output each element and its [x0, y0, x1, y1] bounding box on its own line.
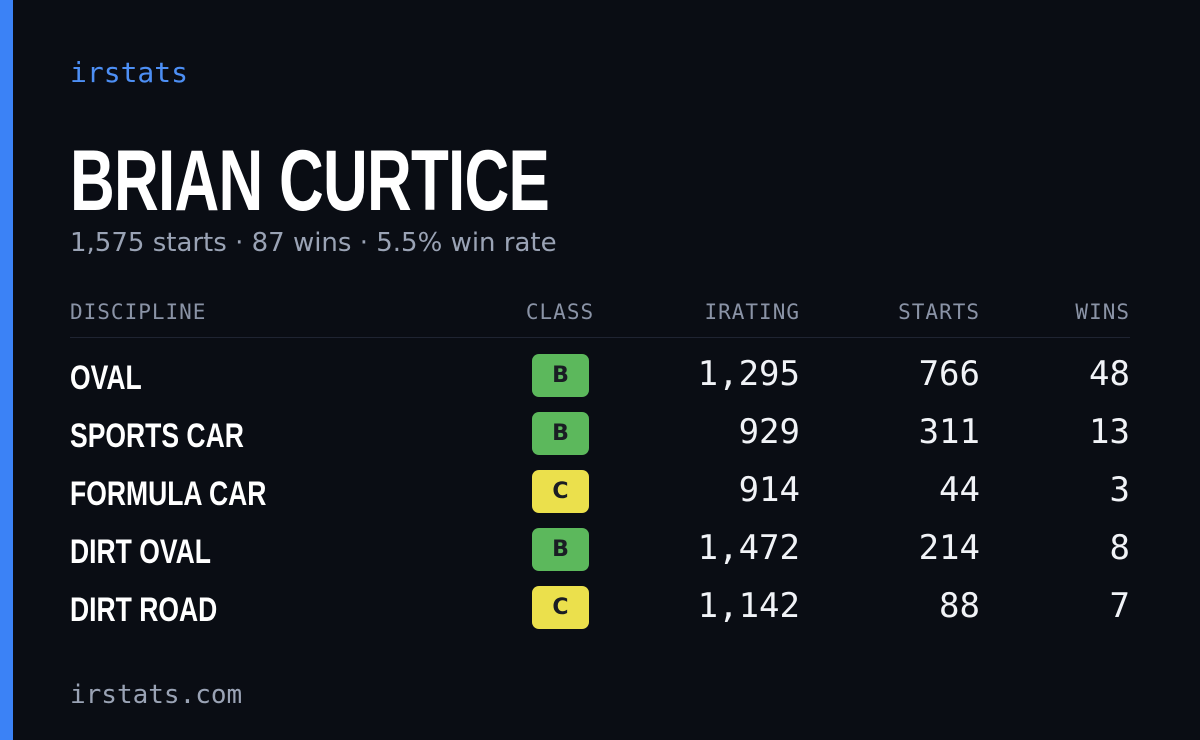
class-badge: B	[532, 354, 589, 397]
stat-value: 311	[918, 412, 980, 452]
stat-value: 8	[1109, 528, 1130, 568]
stat-value: 7	[1109, 586, 1130, 626]
footer: irstats.com	[70, 680, 243, 710]
stat-value: 1,472	[697, 528, 800, 568]
stat-value: 44	[939, 470, 980, 510]
stat-value: 3	[1109, 470, 1130, 510]
class-badge: C	[532, 586, 589, 629]
class-badge: C	[532, 470, 589, 513]
column-header: IRATING	[704, 300, 800, 324]
class-badge: B	[532, 528, 589, 571]
stat-value: 88	[939, 586, 980, 626]
stat-value: 1,295	[697, 354, 800, 394]
stat-value: 214	[918, 528, 980, 568]
header-rule	[70, 337, 1130, 338]
discipline: SPORTS CAR	[70, 417, 244, 455]
class-badge: B	[532, 412, 589, 455]
stat-value: 929	[738, 412, 800, 452]
discipline: FORMULA CAR	[70, 475, 267, 513]
stat-value: 914	[738, 470, 800, 510]
discipline: OVAL	[70, 359, 142, 397]
discipline: DIRT OVAL	[70, 533, 211, 571]
driver-summary: 1,575 starts · 87 wins · 5.5% win rate	[70, 228, 557, 258]
accent-bar	[0, 0, 13, 740]
column-header: STARTS	[898, 300, 980, 324]
stat-value: 766	[918, 354, 980, 394]
brand: irstats	[70, 56, 189, 89]
stat-value: 13	[1089, 412, 1130, 452]
discipline: DIRT ROAD	[70, 591, 218, 629]
column-header: WINS	[1075, 300, 1130, 324]
column-header: CLASS	[525, 300, 595, 324]
driver-name: BRIAN CURTICE	[70, 133, 550, 229]
stat-value: 48	[1089, 354, 1130, 394]
stat-value: 1,142	[697, 586, 800, 626]
column-header: DISCIPLINE	[70, 300, 207, 324]
